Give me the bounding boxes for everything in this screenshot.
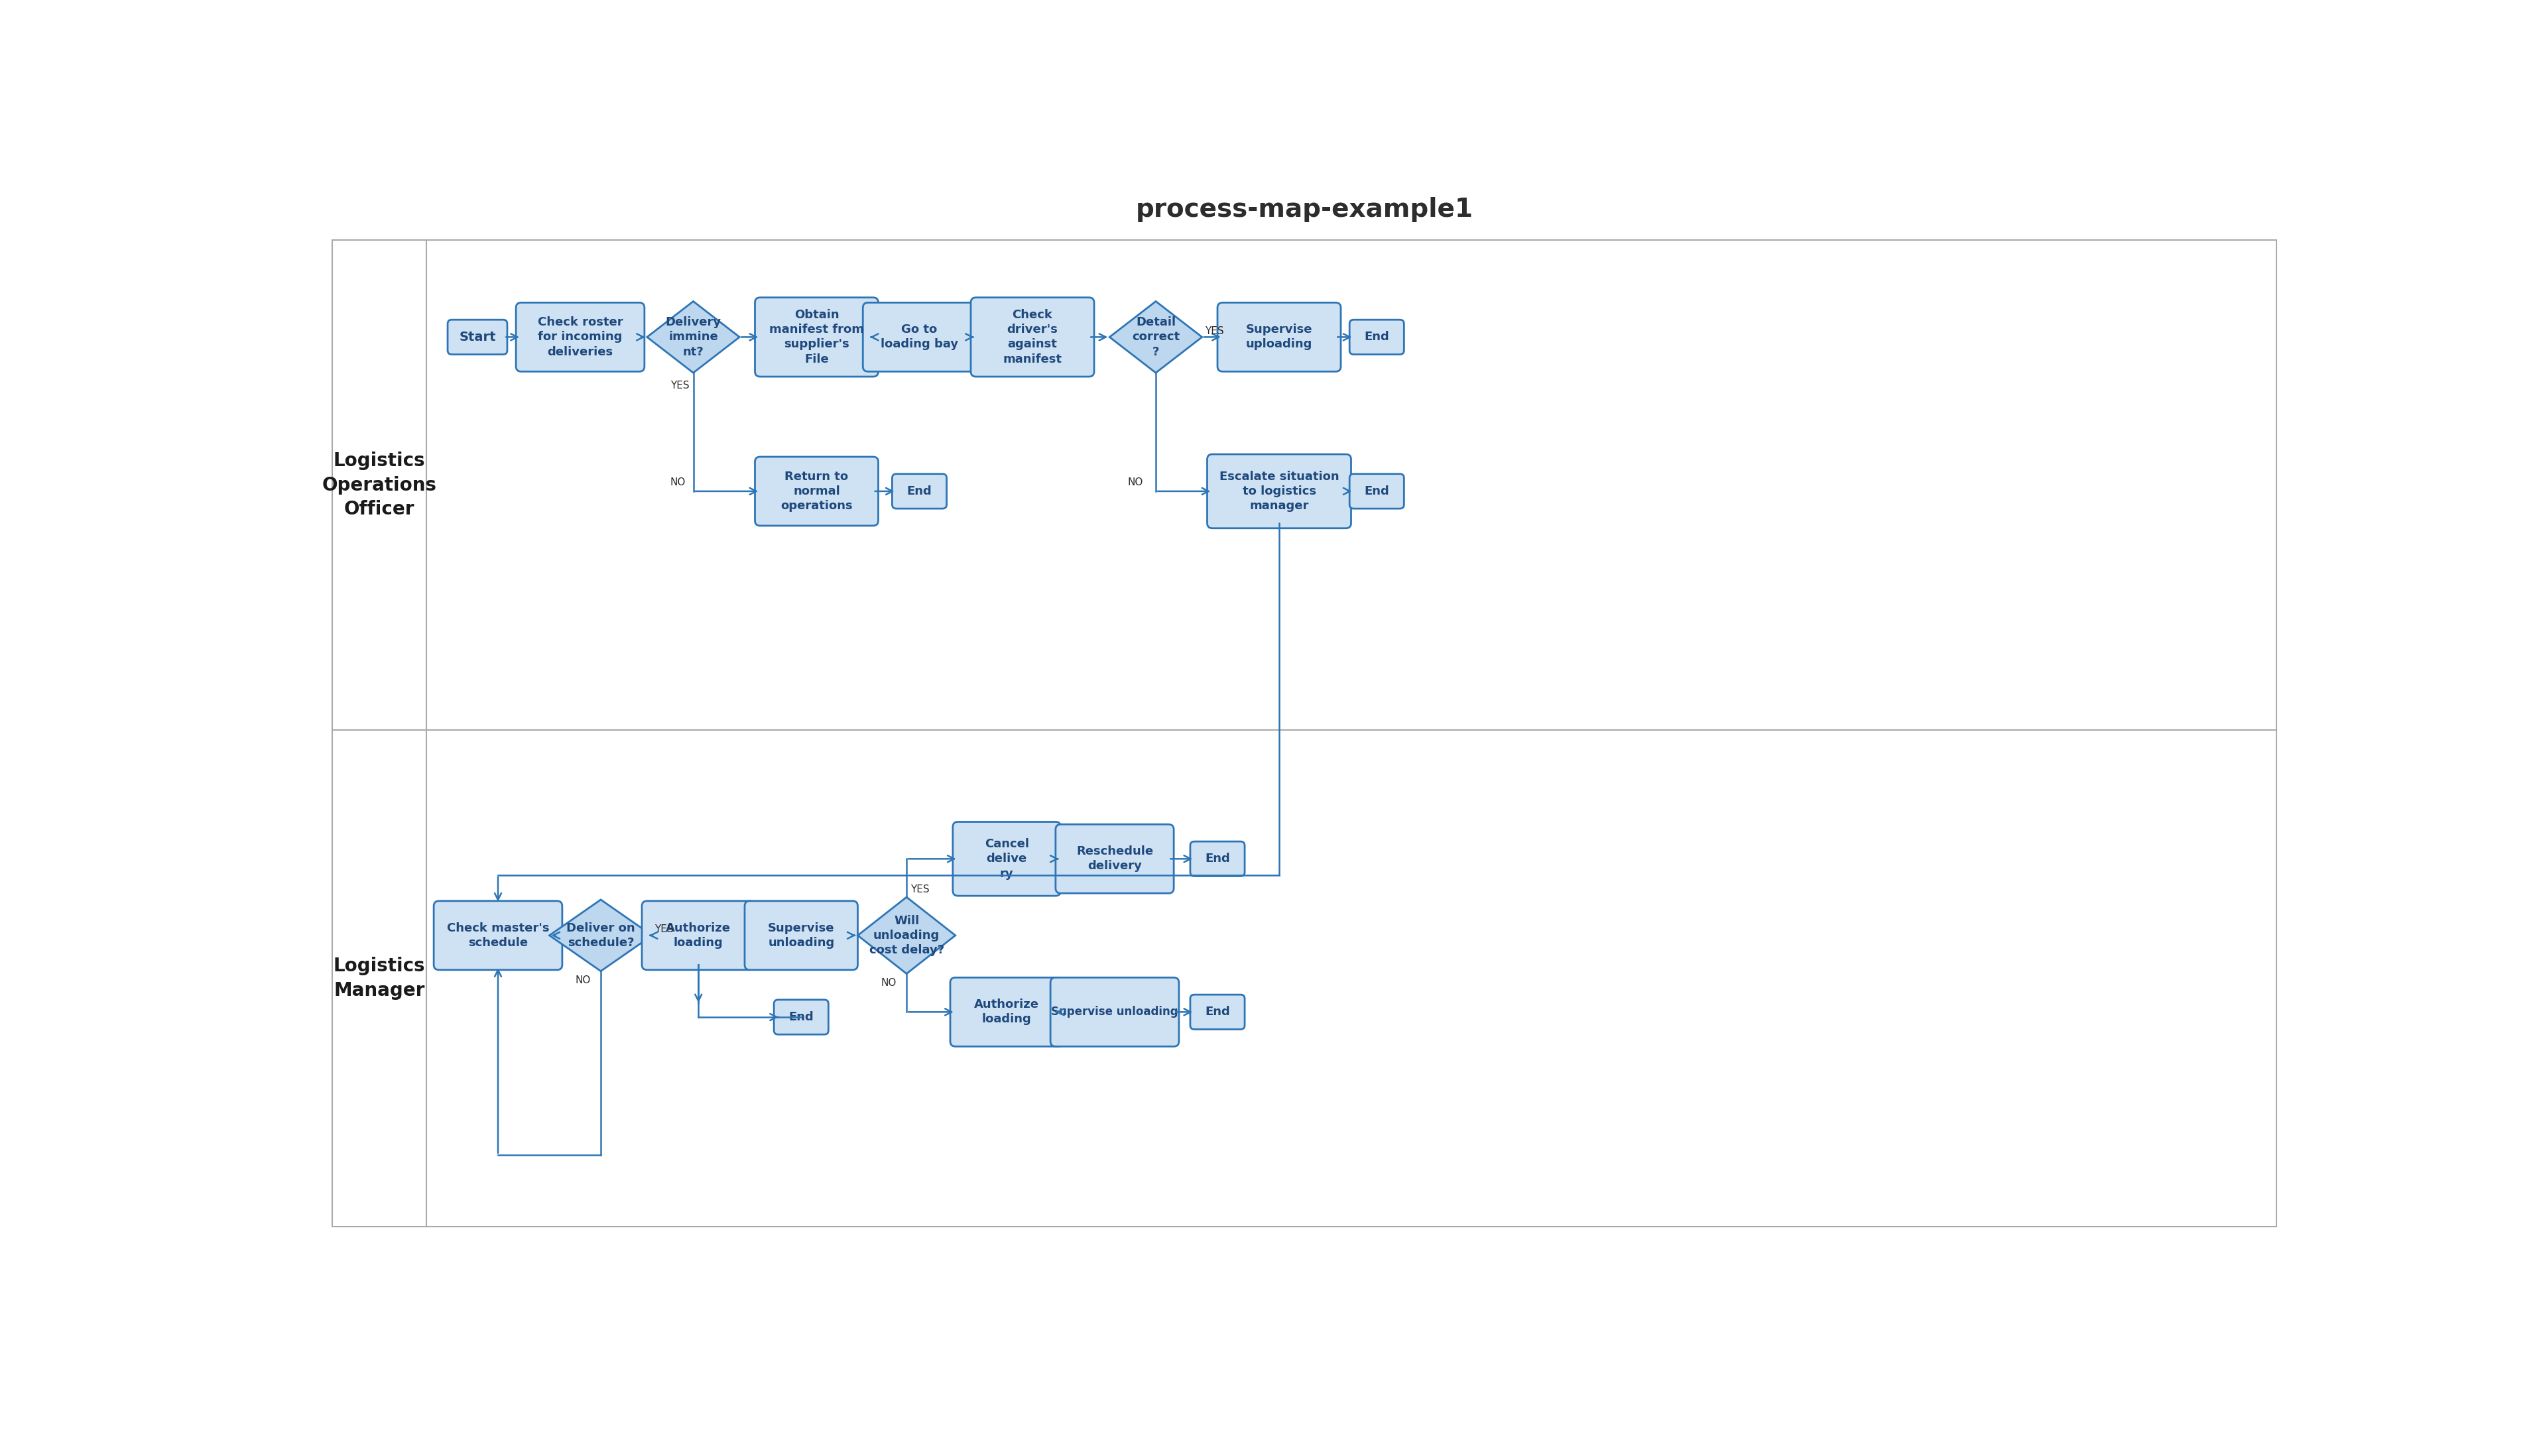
FancyBboxPatch shape	[448, 320, 506, 354]
Text: Check roster
for incoming
deliveries: Check roster for incoming deliveries	[537, 316, 624, 358]
Text: Check
driver's
against
manifest: Check driver's against manifest	[1003, 309, 1061, 365]
FancyBboxPatch shape	[893, 473, 947, 508]
Text: NO: NO	[881, 978, 896, 987]
Text: Logistics
Operations
Officer: Logistics Operations Officer	[321, 451, 438, 518]
Text: NO: NO	[669, 478, 685, 486]
Text: Reschedule
delivery: Reschedule delivery	[1077, 846, 1153, 872]
Text: process-map-example1: process-map-example1	[1135, 197, 1474, 221]
Text: End: End	[1364, 485, 1390, 496]
Text: YES: YES	[669, 380, 690, 390]
FancyBboxPatch shape	[746, 901, 858, 970]
FancyBboxPatch shape	[1191, 994, 1245, 1029]
FancyBboxPatch shape	[863, 303, 975, 371]
Text: Authorize
loading: Authorize loading	[975, 999, 1038, 1025]
Text: Authorize
loading: Authorize loading	[667, 922, 730, 949]
Text: End: End	[1204, 1006, 1229, 1018]
FancyBboxPatch shape	[433, 901, 562, 970]
FancyBboxPatch shape	[952, 821, 1061, 895]
FancyBboxPatch shape	[517, 303, 644, 371]
FancyBboxPatch shape	[1349, 473, 1405, 508]
Text: NO: NO	[575, 976, 590, 986]
FancyBboxPatch shape	[949, 977, 1064, 1047]
Text: Supervise
unloading: Supervise unloading	[769, 922, 835, 949]
Text: NO: NO	[1127, 478, 1143, 486]
Text: Start: Start	[458, 331, 496, 344]
Text: Supervise unloading: Supervise unloading	[1051, 1006, 1178, 1018]
Polygon shape	[858, 897, 954, 974]
Polygon shape	[646, 301, 741, 373]
Text: Delivery
immine
nt?: Delivery immine nt?	[664, 316, 720, 358]
Text: YES: YES	[911, 884, 929, 894]
Text: Go to
loading bay: Go to loading bay	[881, 323, 959, 351]
FancyBboxPatch shape	[774, 1000, 830, 1034]
Text: Return to
normal
operations: Return to normal operations	[781, 470, 853, 513]
Text: End: End	[1204, 853, 1229, 865]
Polygon shape	[1110, 301, 1201, 373]
Text: Escalate situation
to logistics
manager: Escalate situation to logistics manager	[1219, 470, 1339, 513]
Text: Deliver on
schedule?: Deliver on schedule?	[568, 922, 636, 949]
FancyBboxPatch shape	[1051, 977, 1178, 1047]
FancyBboxPatch shape	[756, 457, 878, 526]
Bar	[333, 240, 2275, 1226]
FancyBboxPatch shape	[1217, 303, 1341, 371]
FancyBboxPatch shape	[1349, 320, 1405, 354]
Text: Cancel
delive
ry: Cancel delive ry	[985, 839, 1028, 879]
Text: End: End	[906, 485, 931, 496]
Text: End: End	[789, 1010, 814, 1024]
FancyBboxPatch shape	[970, 297, 1094, 377]
FancyBboxPatch shape	[1056, 824, 1173, 894]
Text: Obtain
manifest from
supplier's
File: Obtain manifest from supplier's File	[769, 309, 863, 365]
Polygon shape	[550, 900, 652, 971]
Text: Check master's
schedule: Check master's schedule	[448, 922, 550, 949]
FancyBboxPatch shape	[756, 297, 878, 377]
FancyBboxPatch shape	[641, 901, 756, 970]
Text: YES: YES	[654, 925, 674, 935]
Text: Logistics
Manager: Logistics Manager	[333, 957, 425, 1000]
Text: Will
unloading
cost delay?: Will unloading cost delay?	[868, 914, 944, 957]
Text: End: End	[1364, 331, 1390, 344]
Text: Supervise
uploading: Supervise uploading	[1247, 323, 1313, 351]
FancyBboxPatch shape	[1206, 454, 1351, 529]
FancyBboxPatch shape	[1191, 842, 1245, 877]
Text: Detail
correct
?: Detail correct ?	[1133, 316, 1181, 358]
Text: YES: YES	[1204, 326, 1224, 336]
